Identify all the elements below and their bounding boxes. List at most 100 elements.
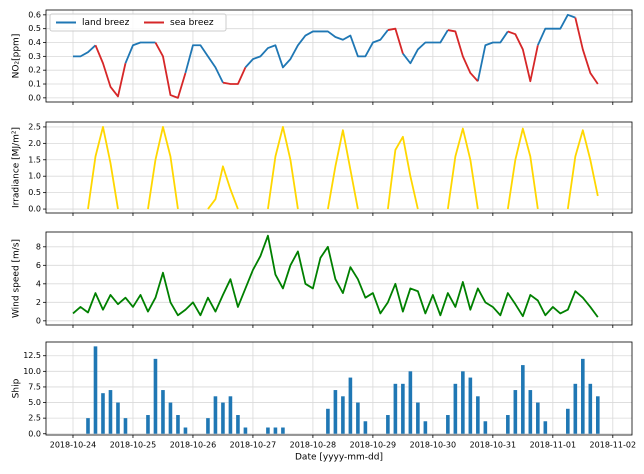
bar <box>273 427 278 434</box>
x-tick-label: 2018-11-01 <box>530 441 577 450</box>
bar <box>116 402 120 434</box>
y-tick-label: 0.6 <box>28 10 41 19</box>
data-line <box>72 13 576 84</box>
bar <box>363 421 368 434</box>
x-tick-label: 2018-10-25 <box>110 441 157 450</box>
plot-frame <box>45 121 633 214</box>
y-tick-label: 0.2 <box>28 66 41 75</box>
bar <box>446 415 450 434</box>
bar <box>333 390 338 434</box>
x-tick-label: 2018-10-30 <box>410 441 457 450</box>
bar <box>146 415 150 434</box>
bar <box>573 383 578 434</box>
y-axis-label: Irradiance [MJ/m²] <box>12 127 22 208</box>
y-tick-label: 2.0 <box>28 139 41 148</box>
bar <box>176 415 180 434</box>
y-tick-label: 2.5 <box>28 122 41 131</box>
bar <box>588 383 593 434</box>
bar <box>281 427 285 434</box>
bar <box>228 396 233 434</box>
plot-frame <box>45 9 633 103</box>
bar <box>206 418 210 434</box>
bar <box>416 402 420 434</box>
bar <box>161 390 165 434</box>
bar <box>183 427 188 434</box>
bar <box>596 396 600 434</box>
y-axis-label: Ship <box>12 378 22 398</box>
bar <box>483 421 488 434</box>
y-tick-label: 0.0 <box>28 205 41 214</box>
legend-box <box>49 13 227 32</box>
x-tick-label: 2018-10-26 <box>170 441 217 450</box>
y-tick-label: 5.0 <box>28 398 41 407</box>
x-tick-label: 2018-10-27 <box>230 441 277 450</box>
y-tick-label: 0 <box>36 316 41 325</box>
bar <box>123 418 128 434</box>
bar <box>468 377 473 434</box>
bar <box>236 415 240 434</box>
bar <box>408 371 413 434</box>
y-tick-label: 0.4 <box>28 38 41 47</box>
bar <box>423 421 428 434</box>
y-tick-label: 8 <box>36 242 41 251</box>
x-tick-label: 2018-10-24 <box>50 441 97 450</box>
bar <box>93 346 98 434</box>
bar <box>108 390 113 434</box>
x-tick-label: 2018-10-29 <box>350 441 397 450</box>
y-tick-label: 0.5 <box>28 188 41 197</box>
bar <box>528 390 533 434</box>
bar <box>506 415 510 434</box>
bar <box>386 415 390 434</box>
bar <box>566 408 570 434</box>
bar <box>536 402 540 434</box>
y-tick-label: 0.0 <box>28 93 41 102</box>
bar <box>513 390 518 434</box>
bar <box>168 402 173 434</box>
y-tick-label: 0.3 <box>28 52 41 61</box>
y-tick-label: 1.5 <box>28 155 41 164</box>
bar <box>326 408 330 434</box>
bar <box>221 402 225 434</box>
bar <box>356 402 360 434</box>
bar <box>401 383 405 434</box>
bar <box>543 421 548 434</box>
legend-label: sea breez <box>170 18 214 28</box>
y-tick-label: 10.0 <box>23 367 41 376</box>
x-tick-label: 2018-11-02 <box>590 441 637 450</box>
x-tick-label: 2018-10-28 <box>290 441 337 450</box>
bar <box>213 396 218 434</box>
y-tick-label: 4 <box>36 279 41 288</box>
x-axis-label: Date [yyyy-mm-dd] <box>295 453 383 463</box>
bar <box>476 396 480 434</box>
y-tick-label: 0.0 <box>28 429 41 438</box>
data-line <box>72 234 599 318</box>
y-tick-label: 1.0 <box>28 172 41 181</box>
y-tick-label: 0.5 <box>28 24 41 33</box>
y-tick-label: 0.1 <box>28 80 41 89</box>
y-tick-label: 2 <box>36 298 41 307</box>
y-tick-label: 7.5 <box>28 382 41 391</box>
bar <box>461 371 465 434</box>
data-line <box>87 126 599 210</box>
bar <box>266 427 270 434</box>
x-tick-label: 2018-10-31 <box>470 441 517 450</box>
bar <box>341 396 345 434</box>
bar <box>153 358 158 434</box>
legend-label: land breez <box>82 18 130 28</box>
bar <box>101 393 105 434</box>
y-tick-label: 2.5 <box>28 414 41 423</box>
bar <box>453 383 458 434</box>
bar <box>393 383 398 434</box>
plot-frame <box>45 341 633 436</box>
bar <box>348 377 353 434</box>
data-line <box>94 17 599 99</box>
bar <box>86 418 90 434</box>
y-tick-label: 6 <box>36 261 41 270</box>
bar <box>581 358 585 434</box>
plot-frame <box>45 231 633 326</box>
bar <box>243 427 248 434</box>
y-tick-label: 12.5 <box>23 351 41 360</box>
y-axis-label: Wind speed [m/s] <box>12 239 22 318</box>
bar <box>521 365 525 434</box>
